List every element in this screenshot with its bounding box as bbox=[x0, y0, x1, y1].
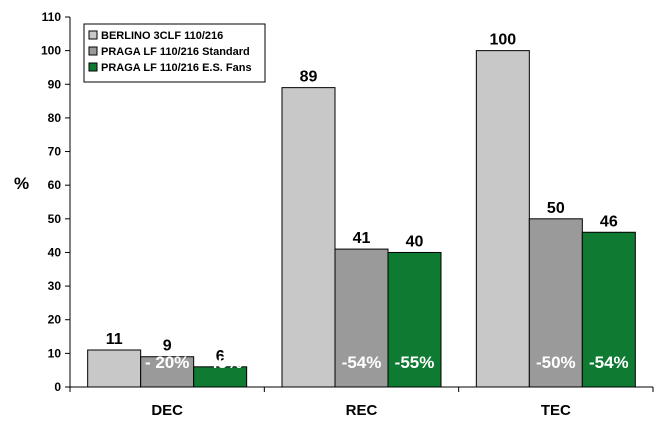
y-tick-label: 0 bbox=[54, 380, 61, 394]
legend: BERLINO 3CLF 110/216 PRAGA LF 110/216 Sta… bbox=[83, 23, 266, 83]
legend-swatch bbox=[88, 62, 98, 72]
x-tick-label: DEC bbox=[151, 402, 183, 419]
x-tick-label: TEC bbox=[541, 402, 571, 419]
legend-swatch bbox=[88, 30, 98, 40]
y-tick-label: 60 bbox=[48, 178, 62, 192]
legend-label: PRAGA LF 110/216 Standard bbox=[101, 46, 250, 58]
y-tick-label: 20 bbox=[48, 313, 62, 327]
y-tick-label: 70 bbox=[48, 145, 62, 159]
data-labels: 11 9- 20% 6- 45% 89 41 -54% 40 -55% 100 50 -50% 46 -… bbox=[106, 32, 629, 372]
legend-label: PRAGA LF 110/216 E.S. Fans bbox=[101, 62, 252, 74]
bar bbox=[475, 50, 530, 388]
bar bbox=[87, 349, 142, 388]
value-label: 11 bbox=[106, 331, 123, 348]
change-label: - 20% bbox=[145, 353, 189, 372]
bar bbox=[387, 251, 442, 388]
value-label: 50 bbox=[547, 200, 565, 217]
change-label: -54% bbox=[589, 353, 629, 372]
legend-swatch bbox=[88, 46, 98, 56]
value-label: 6 bbox=[216, 348, 225, 365]
y-axis: 0 10 20 30 40 50 60 70 80 90 100 110 bbox=[41, 10, 71, 394]
y-tick-label: 100 bbox=[41, 44, 61, 58]
change-label: -54% bbox=[342, 353, 382, 372]
y-tick-label: 80 bbox=[48, 111, 62, 125]
y-tick-label: 50 bbox=[48, 212, 62, 226]
change-label: -50% bbox=[536, 353, 576, 372]
bar bbox=[581, 231, 636, 388]
y-tick-label: 10 bbox=[48, 346, 62, 360]
value-label: 9 bbox=[163, 338, 172, 355]
y-tick-label: 40 bbox=[48, 245, 62, 259]
value-label: 41 bbox=[353, 230, 371, 247]
y-axis-label: % bbox=[14, 174, 29, 193]
y-tick-label: 110 bbox=[42, 10, 62, 24]
value-label: 46 bbox=[600, 213, 618, 230]
y-tick-label: 90 bbox=[48, 77, 62, 91]
change-label: -55% bbox=[395, 353, 435, 372]
legend-box bbox=[83, 23, 266, 83]
bar bbox=[193, 366, 248, 388]
bar bbox=[528, 218, 583, 388]
value-label: 40 bbox=[406, 233, 424, 250]
x-tick-label: REC bbox=[346, 402, 378, 419]
x-axis: DEC REC TEC bbox=[69, 386, 654, 419]
value-label: 100 bbox=[489, 32, 516, 49]
bar bbox=[281, 87, 336, 388]
change-label: - 45% bbox=[198, 353, 242, 372]
bars bbox=[87, 50, 636, 388]
legend-label: BERLINO 3CLF 110/216 bbox=[101, 30, 223, 42]
y-tick-label: 30 bbox=[48, 279, 62, 293]
value-label: 89 bbox=[300, 69, 318, 86]
